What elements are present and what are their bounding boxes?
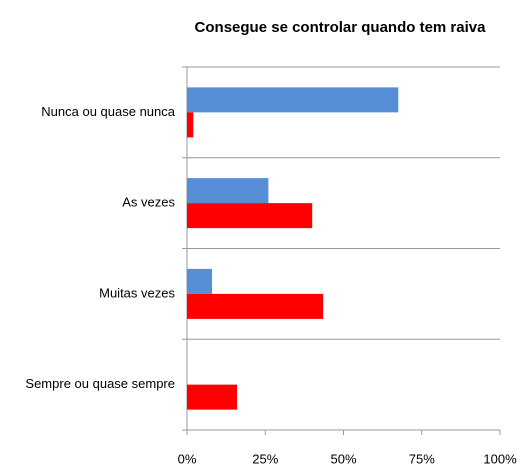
y-tick-label: Muitas vezes — [99, 285, 175, 300]
x-tick-label: 50% — [330, 451, 356, 466]
x-tick-label: 100% — [483, 451, 517, 466]
bar — [187, 293, 324, 319]
y-tick-label: Nunca ou quase nunca — [41, 104, 175, 119]
bar — [187, 178, 269, 204]
bar — [187, 268, 213, 294]
x-tick-label: 0% — [178, 451, 197, 466]
bar — [187, 203, 313, 229]
bar — [187, 384, 238, 410]
bar — [187, 112, 194, 138]
y-tick-label: Sempre ou quase sempre — [25, 376, 175, 391]
y-tick-label: As vezes — [122, 195, 175, 210]
x-tick-label: 75% — [409, 451, 435, 466]
bar — [187, 87, 399, 113]
x-tick-label: 25% — [252, 451, 278, 466]
chart-title: Consegue se controlar quando tem raiva — [195, 19, 487, 36]
